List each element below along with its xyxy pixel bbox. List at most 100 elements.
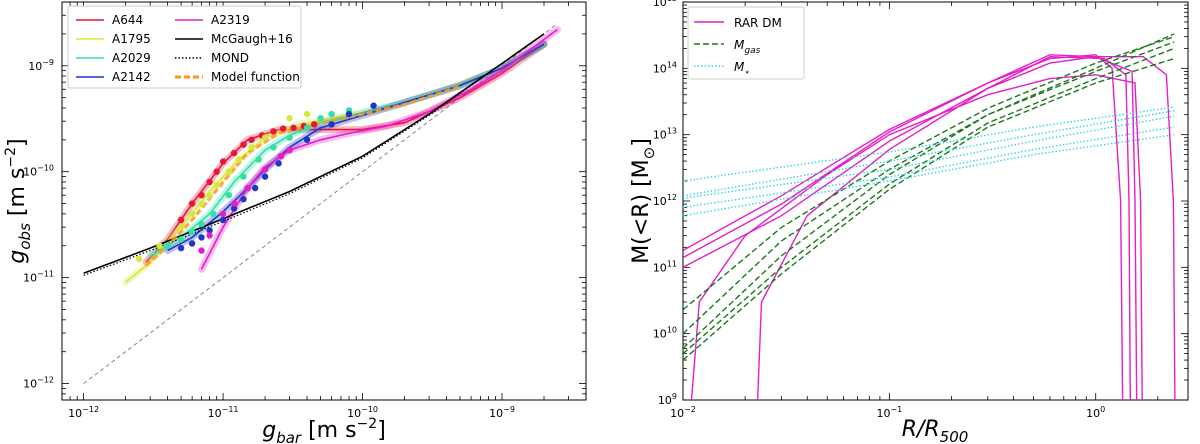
point-a1795 [225,168,233,175]
x-tick-label: 100 [1086,405,1105,420]
point-a644 [248,136,255,143]
curve-rar-dm-3 [683,54,1138,400]
right-x-axis-label: R/R500 [902,417,969,444]
point-a1795 [286,115,293,122]
left-axis-ticks [61,1,587,401]
y-tick-label: 10−12 [23,376,54,391]
point-a2029 [240,173,247,180]
curve-mgas-2 [683,41,1175,335]
point-a2142 [198,234,205,241]
legend-label: A2319 [211,13,250,27]
point-a2319 [219,210,227,218]
point-a1795 [303,110,311,118]
legend-label: A2029 [112,51,151,65]
point-a644 [219,158,227,165]
left-x-tick-labels: 10−12 10−11 10−10 10−9 [68,405,515,420]
y-tick-label: 1012 [653,193,677,208]
point-a644 [206,178,213,186]
legend-label: A1795 [112,32,151,46]
y-tick-label: 10−10 [23,164,54,179]
right-legend: RAR DM Mgas M⋆ [687,6,805,80]
point-a644 [240,141,247,148]
curve-mgas-3 [683,33,1175,349]
x-tick-label: 10−2 [670,405,696,420]
x-tick-label: 10−9 [489,405,515,420]
y-tick-label: 1011 [653,259,677,274]
x-tick-label: 10−11 [208,405,239,420]
point-a1795 [198,200,205,207]
point-a2142 [219,216,227,224]
point-a644 [230,149,238,157]
point-a2029 [255,156,262,163]
right-y-tick-labels: 109 1010 1011 1012 1013 1014 1015 [653,0,677,407]
curve-mgas-5 [683,57,1175,361]
y-tick-label: 1010 [653,326,677,341]
left-x-axis-label: gbar [m s−2] [262,416,386,444]
curve-model-function [144,84,461,267]
left-legend: A644 A1795 A2029 A2142 A2319 McGaugh+16 MOND Mo… [67,5,302,89]
y-tick-label: 109 [658,392,677,407]
curve-rar-dm-5 [756,56,1176,400]
right-legend-box [687,6,805,80]
point-a2029 [225,192,233,199]
point-a2142 [275,160,282,167]
point-a2319 [286,146,293,154]
curve-mstar-2 [683,110,1175,197]
point-a644 [270,128,277,135]
legend-label: Mgas [734,38,761,56]
right-series-curves [683,33,1176,400]
point-a1795 [177,223,185,231]
point-a2142 [261,173,269,180]
curve-rar-dm-1 [683,54,1124,400]
point-a1795 [235,156,243,163]
point-a2142 [345,110,353,118]
legend-label: M⋆ [734,60,750,78]
legend-label: A644 [112,13,143,27]
point-a644 [213,168,220,175]
curve-mstar-3 [683,115,1175,199]
point-a2029 [188,228,196,236]
point-a2319 [206,232,213,239]
point-a2142 [177,244,185,252]
point-a2142 [328,121,335,128]
left-y-axis-label: gobs [m s−2] [3,138,34,263]
x-tick-label: 10−10 [347,405,378,420]
y-tick-label: 1014 [653,60,677,75]
point-a2142 [240,196,247,203]
point-a644 [188,200,196,207]
point-a2142 [303,136,311,143]
point-a1795 [156,242,163,249]
right-y-axis-label: M(<R) [M⊙] [629,138,658,264]
point-a2142 [370,102,377,109]
legend-label: A2142 [112,70,151,84]
point-a2142 [252,184,259,192]
point-a2029 [328,110,335,118]
point-a1795 [188,210,196,218]
curve-rar-dm-2 [683,55,1131,400]
point-a2029 [198,220,205,228]
point-a2142 [188,240,196,247]
point-a1795 [261,134,269,141]
point-a644 [177,216,185,224]
left-series-points [135,102,377,263]
right-axis-ticks [682,1,1188,401]
y-tick-label: 10−11 [23,270,54,285]
curve-mstar-4 [683,126,1175,209]
left-panel-rar: A644 A1795 A2029 A2142 A2319 McGaugh+16 MOND Mo… [3,1,587,444]
point-a1795 [248,144,255,151]
left-legend-box [67,5,302,89]
legend-label: RAR DM [734,16,782,30]
point-a644 [290,124,297,131]
point-a2142 [230,205,238,212]
point-a2029 [210,210,217,218]
right-x-tick-labels: 10−2 10−1 100 [670,405,1105,420]
legend-label: MOND [211,51,249,65]
point-a2029 [286,134,293,141]
point-a1795 [206,192,213,199]
point-a1795 [213,181,220,189]
curve-mcgaugh-16 [83,33,545,275]
point-a2319 [261,166,269,173]
point-a644 [198,192,205,199]
left-plot-frame [61,1,587,401]
x-tick-label: 10−12 [68,405,99,420]
